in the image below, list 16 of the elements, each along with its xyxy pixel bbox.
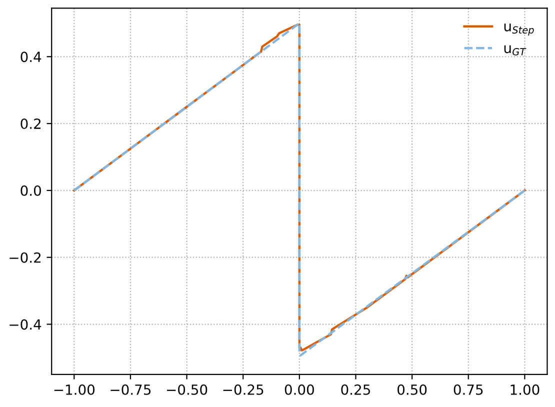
- y-tick-label: −0.4: [10, 319, 42, 330]
- x-tick-label: 0.75: [454, 384, 483, 395]
- x-tick-label: 0.50: [398, 384, 427, 395]
- x-tick-label: −1.00: [54, 384, 94, 395]
- x-tick-label: −0.25: [223, 384, 264, 395]
- x-tick-label: 0.25: [341, 384, 370, 395]
- x-tick-label: 1.00: [510, 384, 540, 395]
- y-tick-label: −0.2: [10, 252, 40, 263]
- x-tick-label: −0.50: [166, 384, 208, 395]
- y-tick-label: 0.2: [20, 118, 40, 130]
- legend-label: u$_{Step}$: [504, 23, 534, 36]
- y-tick-label: 0.0: [20, 185, 41, 196]
- legend-label: u$_{GT}$: [504, 45, 526, 56]
- x-tick-label: 0.00: [284, 384, 314, 395]
- x-tick-label: −0.75: [110, 384, 151, 395]
- y-tick-label: 0.4: [20, 52, 42, 62]
